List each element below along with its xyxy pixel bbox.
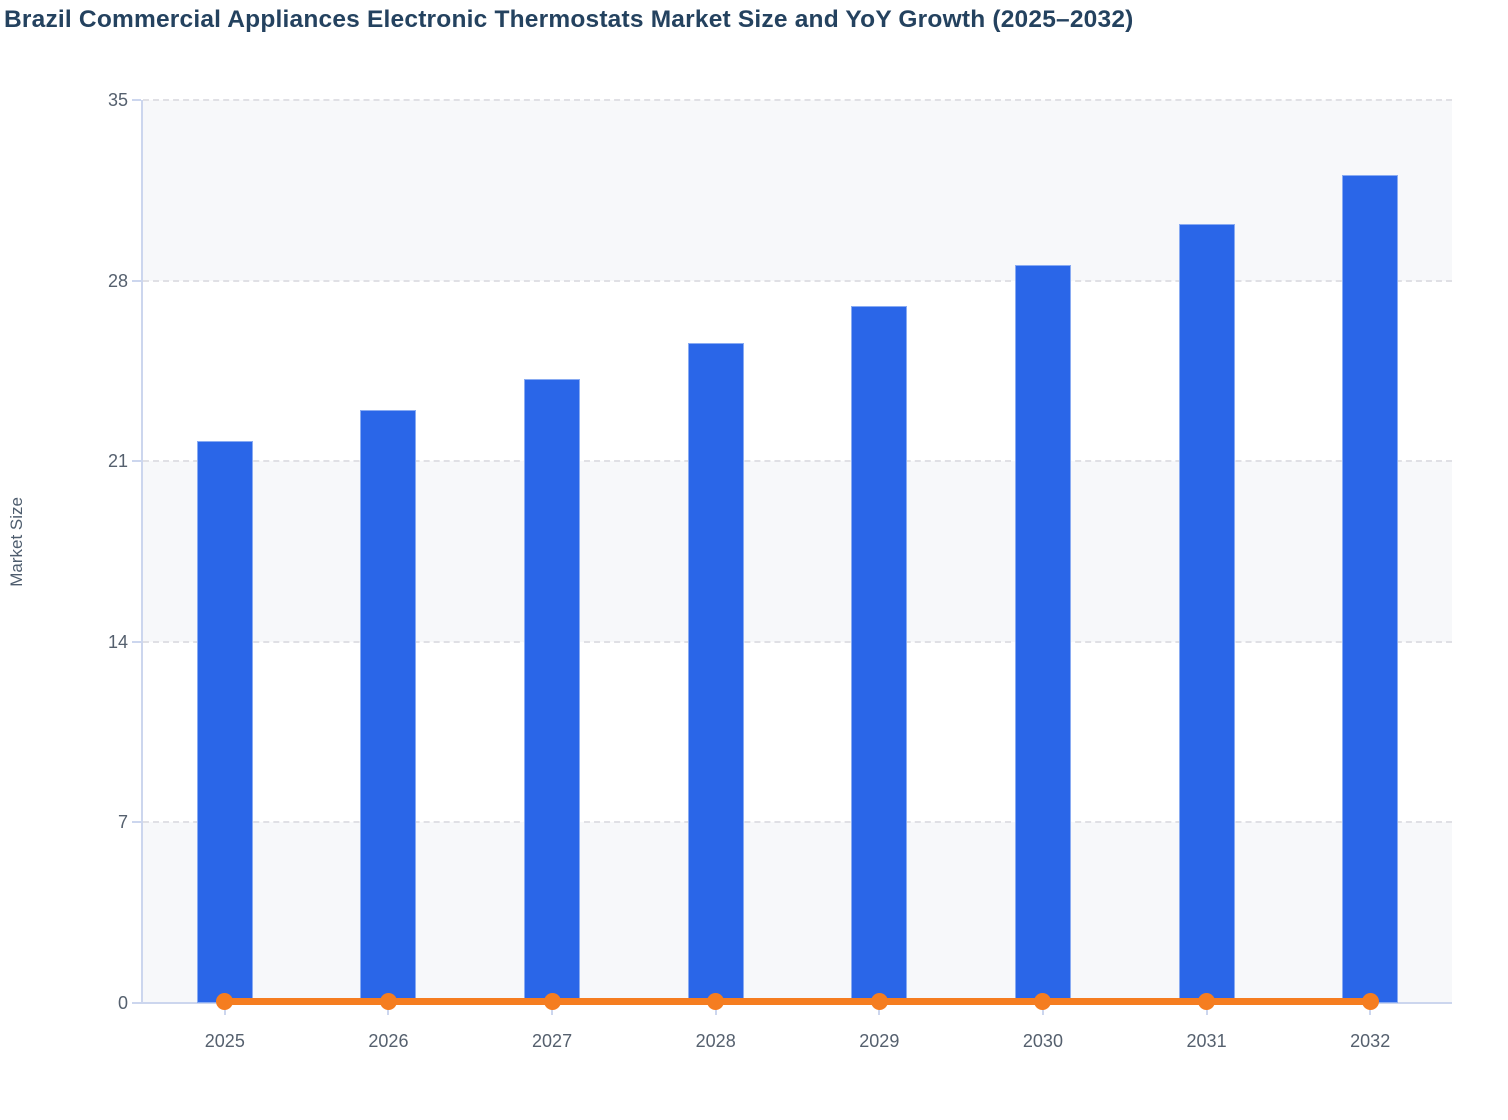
gridline-7 — [143, 821, 1452, 824]
y-tick-mark — [132, 640, 141, 643]
x-tick-label-2026: 2026 — [368, 1031, 409, 1051]
bar-2031[interactable] — [1178, 223, 1235, 1003]
x-tick-label-2031: 2031 — [1186, 1031, 1227, 1051]
y-tick-label: 21 — [107, 451, 128, 472]
x-tick-label-2029: 2029 — [859, 1031, 900, 1051]
yoy-marker-2031[interactable] — [1198, 992, 1216, 1010]
y-tick-label: 28 — [107, 270, 128, 291]
chart-title: Brazil Commercial Appliances Electronic … — [4, 6, 1134, 33]
yoy-marker-2026[interactable] — [379, 992, 397, 1010]
y-tick-label: 14 — [107, 631, 128, 652]
yoy-marker-2030[interactable] — [1034, 992, 1052, 1010]
y-axis-line — [141, 100, 143, 1003]
y-tick-label: 0 — [117, 993, 128, 1013]
bar-2025[interactable] — [196, 440, 253, 1003]
gridline-21 — [143, 460, 1452, 463]
bar-2026[interactable] — [360, 409, 417, 1003]
plot-band — [143, 100, 1452, 281]
x-tick-label-2030: 2030 — [1022, 1031, 1063, 1051]
yoy-marker-2025[interactable] — [216, 992, 234, 1010]
y-tick-mark — [132, 821, 141, 824]
bar-2030[interactable] — [1014, 265, 1071, 1003]
y-tick-mark — [132, 460, 141, 463]
y-tick-label: 7 — [117, 812, 128, 833]
y-axis-title: Market Size — [7, 497, 26, 587]
bar-2032[interactable] — [1342, 174, 1399, 1003]
bar-2028[interactable] — [687, 342, 744, 1003]
x-tick-label-2027: 2027 — [532, 1031, 573, 1051]
y-tick-mark — [132, 279, 141, 282]
y-tick-label: 35 — [107, 90, 128, 110]
x-tick-label-2025: 2025 — [204, 1031, 245, 1051]
y-tick-mark — [132, 1002, 141, 1004]
yoy-growth-line[interactable] — [224, 997, 1371, 1005]
gridline-35 — [143, 99, 1452, 101]
plot-band — [143, 641, 1452, 823]
plot-band — [143, 822, 1452, 1003]
bar-2029[interactable] — [851, 306, 908, 1003]
plot-band — [143, 461, 1452, 642]
plot-band — [143, 280, 1452, 462]
x-tick-label-2028: 2028 — [695, 1031, 736, 1051]
yoy-marker-2027[interactable] — [543, 992, 561, 1010]
gridline-14 — [143, 640, 1452, 643]
y-tick-mark — [132, 99, 141, 101]
gridline-28 — [143, 279, 1452, 282]
plot-area — [143, 99, 1452, 1003]
bar-2027[interactable] — [524, 378, 581, 1003]
yoy-marker-2029[interactable] — [870, 992, 888, 1010]
x-tick-label-2032: 2032 — [1350, 1031, 1391, 1051]
yoy-marker-2028[interactable] — [707, 992, 725, 1010]
yoy-marker-2032[interactable] — [1361, 992, 1379, 1010]
